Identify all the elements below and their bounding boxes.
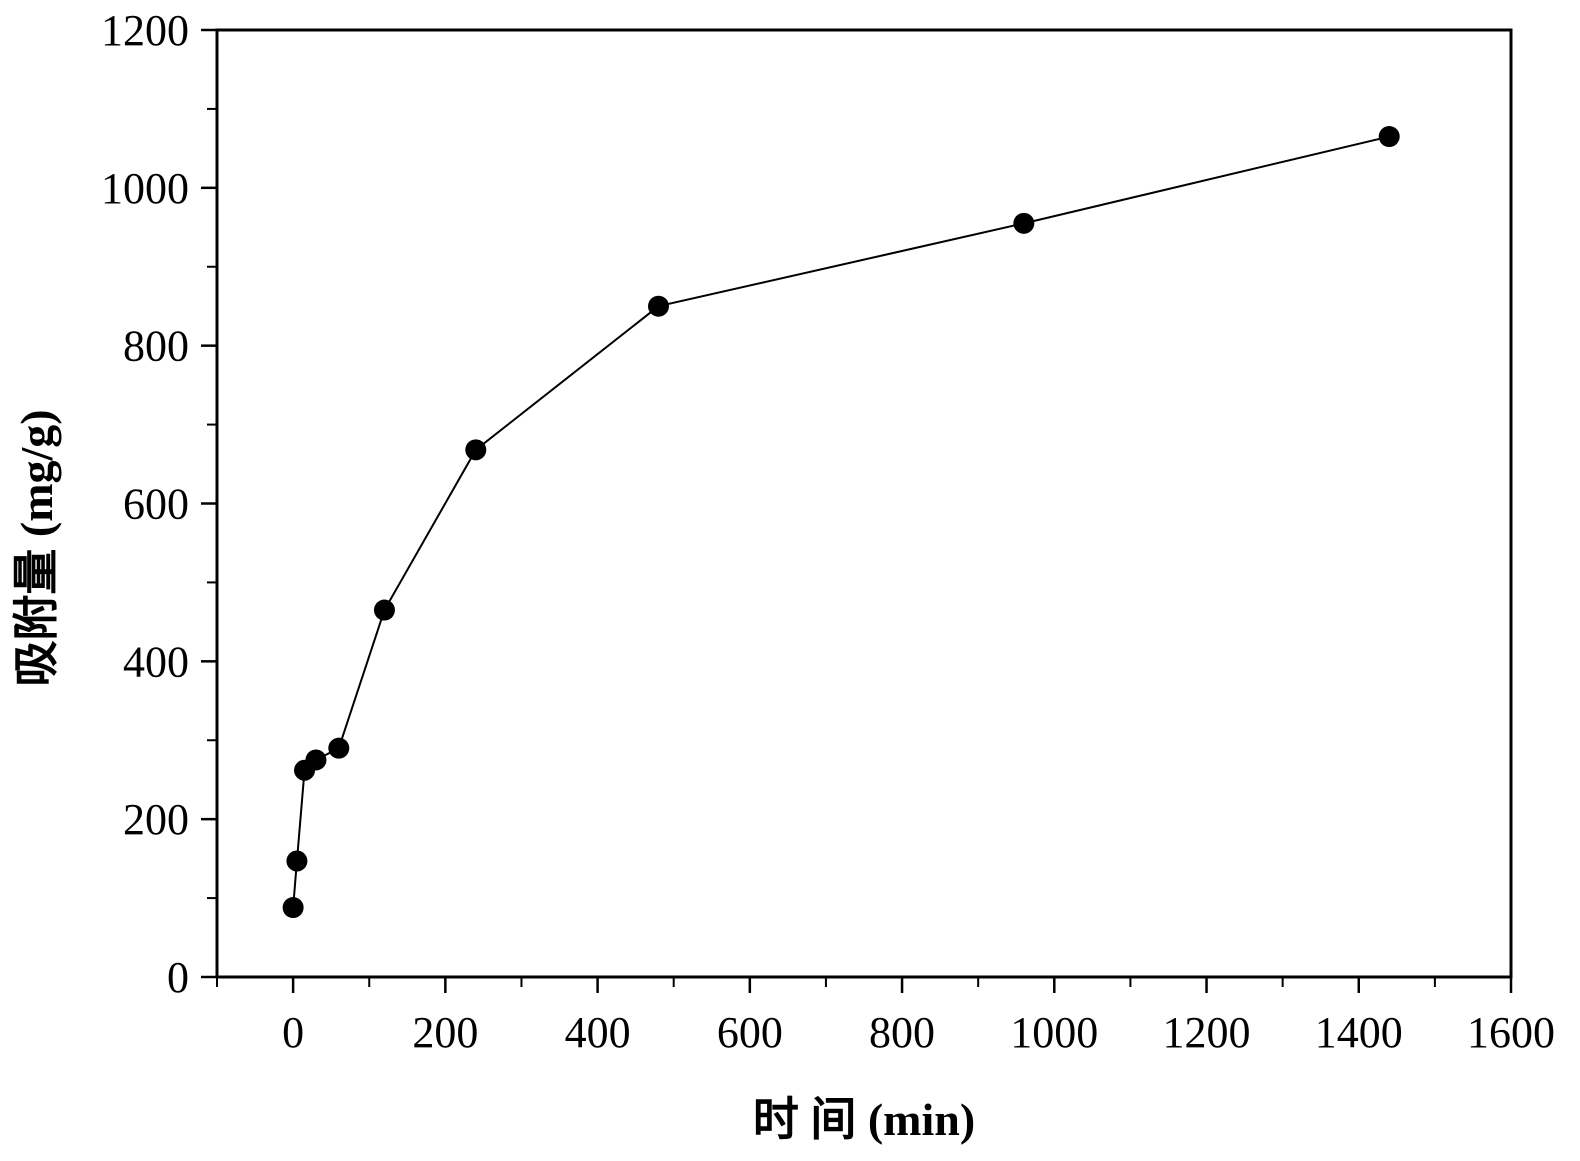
x-tick-label: 800 (869, 1008, 935, 1057)
data-point (286, 850, 308, 872)
y-tick-label: 1000 (101, 164, 189, 213)
data-point (373, 599, 395, 621)
x-tick-label: 0 (282, 1008, 304, 1057)
data-point (282, 897, 304, 919)
data-point (328, 737, 350, 759)
x-axis-title: 时 间 (min) (753, 1094, 975, 1145)
series-points (282, 126, 1400, 919)
data-point (1378, 126, 1400, 148)
data-point (465, 439, 487, 461)
y-tick-label: 600 (123, 480, 189, 529)
x-tick-label: 1000 (1010, 1008, 1098, 1057)
data-point (647, 295, 669, 317)
series-lines (292, 135, 1390, 908)
x-tick-label: 1200 (1163, 1008, 1251, 1057)
series-line (292, 135, 1390, 908)
x-tick-label: 200 (412, 1008, 478, 1057)
y-axis-title: 吸附量 (mg/g) (11, 409, 62, 686)
x-axis-tick-labels: 0 200 400 600 800 1000 1200 1400 1600 (282, 1008, 1555, 1057)
x-tick-label: 600 (717, 1008, 783, 1057)
y-tick-label: 800 (123, 322, 189, 371)
y-tick-label: 400 (123, 637, 189, 686)
y-axis-tick-labels: 0 200 400 600 800 1000 1200 (101, 6, 189, 1002)
plot-frame (215, 28, 1513, 979)
x-tick-label: 1400 (1315, 1008, 1403, 1057)
y-tick-label: 200 (123, 795, 189, 844)
x-tick-label: 1600 (1467, 1008, 1555, 1057)
x-tick-label: 400 (565, 1008, 631, 1057)
y-tick-label: 0 (167, 953, 189, 1002)
data-point (305, 749, 327, 771)
y-tick-label: 1200 (101, 6, 189, 55)
y-axis-ticks (201, 28, 217, 979)
data-point (1013, 212, 1035, 234)
x-axis-ticks (216, 977, 1513, 993)
